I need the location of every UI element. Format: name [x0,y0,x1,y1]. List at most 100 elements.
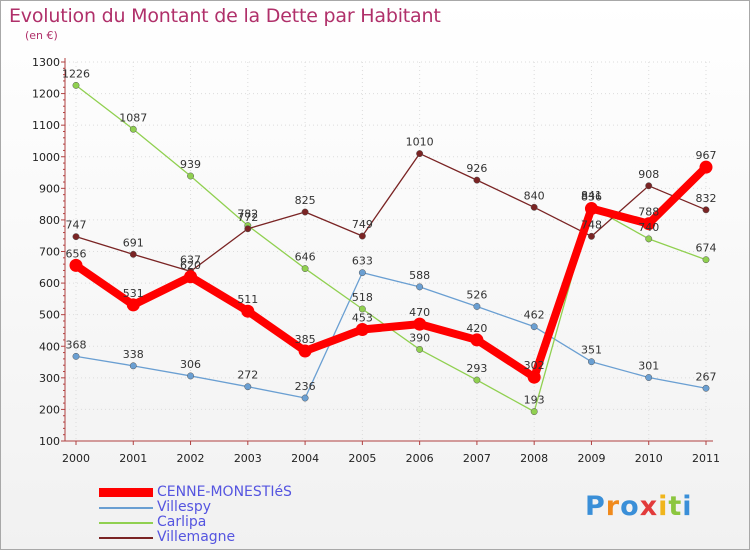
data-point [584,202,598,216]
legend-label: Villespy [157,499,212,515]
data-label: 691 [123,236,144,249]
data-label: 420 [466,322,487,335]
data-point [645,374,653,381]
data-label: 788 [638,206,659,219]
data-label: 620 [180,259,201,272]
data-label: 301 [638,360,659,373]
data-point [244,383,252,391]
data-label: 939 [180,158,201,171]
data-point [241,304,255,318]
y-tick-label: 1300 [32,56,60,69]
logo-letter: o [620,491,640,522]
data-point [645,182,653,190]
data-label: 511 [237,293,258,306]
data-label: 470 [409,306,430,319]
data-label: 967 [696,149,717,162]
chart-title: Evolution du Montant de la Dette par Hab… [9,5,441,27]
data-point [527,370,541,384]
x-tick-label: 2001 [119,452,147,465]
data-point [298,344,312,358]
data-label: 749 [352,218,373,231]
series-line-carlipa [75,84,707,413]
y-tick-label: 700 [39,246,60,259]
data-label: 1010 [406,136,434,149]
y-tick-label: 400 [39,340,60,353]
data-label: 646 [295,251,316,264]
data-point [184,270,198,284]
data-label: 1087 [119,111,147,124]
data-point [129,250,137,258]
data-point [473,376,481,384]
chart-subtitle: (en €) [25,29,58,42]
logo-letter: i [682,491,693,522]
data-label: 385 [295,333,316,346]
data-point [702,256,710,264]
data-label: 293 [466,362,487,375]
data-label: 740 [638,221,659,234]
legend-swatch [99,507,153,509]
y-tick-label: 300 [39,372,60,385]
y-tick-label: 1100 [32,119,60,132]
series-line-villemagne [75,152,707,273]
legend-item: CENNE-MONESTIéS [99,485,359,500]
x-tick-label: 2000 [62,452,90,465]
data-label: 782 [237,208,258,221]
data-label: 748 [581,218,602,231]
x-tick-label: 2005 [348,452,376,465]
x-tick-label: 2004 [291,452,319,465]
data-point [588,232,595,240]
data-label: 747 [66,219,87,232]
data-label: 832 [696,192,717,205]
data-point [530,323,538,331]
x-tick-label: 2009 [577,452,605,465]
y-tick-label: 500 [39,309,60,322]
data-label: 302 [524,359,545,372]
data-label: 272 [237,369,258,382]
data-point [244,225,252,233]
data-point [645,235,653,243]
data-point [702,384,710,392]
data-label: 531 [123,287,144,300]
x-tick-label: 2011 [692,452,720,465]
data-label: 390 [409,331,430,344]
data-point [129,362,137,370]
data-point [470,333,484,347]
data-point [473,176,481,184]
data-label: 772 [237,211,258,224]
data-label: 840 [524,189,545,202]
data-point [187,172,194,180]
data-point [69,258,83,272]
data-label: 908 [638,168,659,181]
data-label: 518 [352,291,373,304]
data-point [301,208,309,216]
logo-letter: t [668,491,683,522]
data-label: 306 [180,358,201,371]
data-label: 836 [581,191,602,204]
data-label: 462 [524,309,545,322]
data-point [588,358,595,366]
data-point [355,323,369,337]
data-point [702,206,710,214]
data-label: 526 [466,288,487,301]
data-point [72,352,80,360]
y-tick-label: 200 [39,403,60,416]
x-tick-label: 2003 [234,452,262,465]
series-line-cenne-monesties [72,163,710,382]
proxiti-logo: Proxiti [585,491,693,522]
data-point [530,203,538,211]
y-tick-label: 1000 [32,151,60,164]
legend-item: Villespy [99,500,359,515]
legend-swatch [99,488,153,497]
data-label: 633 [352,255,373,268]
data-point [473,303,481,310]
y-tick-label: 600 [39,277,60,290]
y-tick-label: 900 [39,182,60,195]
data-label: 588 [409,269,430,282]
x-tick-label: 2007 [463,452,491,465]
data-point [301,265,309,273]
y-tick-label: 100 [39,435,60,448]
data-label: 841 [581,189,602,202]
data-label: 656 [66,247,87,260]
